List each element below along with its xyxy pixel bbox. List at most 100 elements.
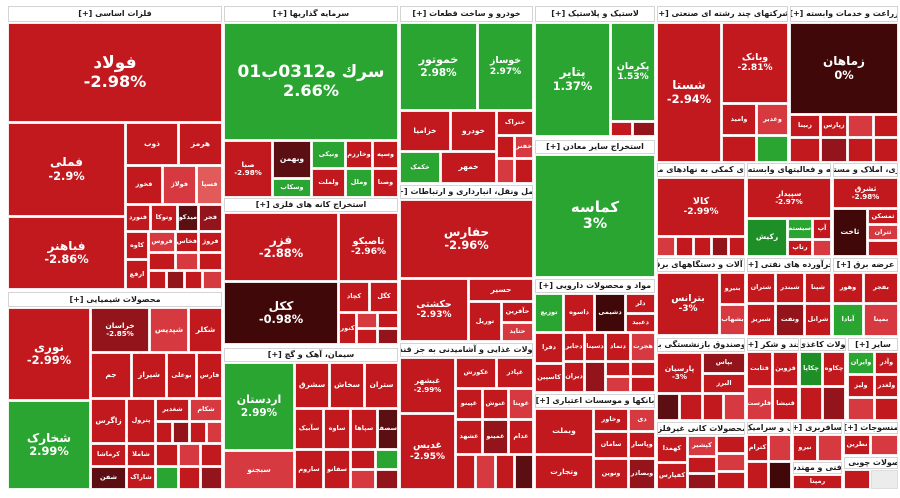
sector-header[interactable]: رایانه و فعالیتهای وابسته [+] [747, 163, 831, 177]
stock-tile[interactable]: غپینو [456, 389, 482, 419]
stock-tile[interactable]: شکلر [189, 308, 222, 352]
stock-tile[interactable]: بنیرو [720, 273, 745, 304]
stock-tile[interactable]: زپارس [821, 115, 847, 137]
sector-header[interactable]: محصولات چوبی [+] [844, 457, 898, 469]
stock-tile[interactable]: غویتا [509, 389, 533, 419]
stock-tile[interactable]: وبهمن [273, 141, 311, 178]
stock-tile[interactable]: بوعلی [167, 353, 196, 398]
stock-tile[interactable] [871, 470, 898, 489]
stock-tile[interactable]: فسپا [197, 166, 222, 204]
stock-tile[interactable]: وسپه [373, 141, 398, 168]
stock-tile[interactable]: دعبید [626, 314, 655, 332]
stock-tile[interactable]: کماسه 3% [535, 155, 655, 277]
stock-tile[interactable]: نیرو [793, 435, 817, 461]
sector-header[interactable]: محصولات شیمیایی [+] [8, 292, 222, 307]
stock-tile[interactable]: وملل [346, 169, 372, 197]
stock-tile[interactable] [156, 444, 178, 466]
stock-tile[interactable] [631, 362, 655, 376]
stock-tile[interactable]: سامان [594, 432, 628, 458]
stock-tile[interactable] [207, 422, 222, 443]
stock-tile[interactable] [717, 472, 745, 489]
sector-header[interactable]: قند و شکر [+] [747, 338, 799, 351]
stock-tile[interactable]: وبملت [535, 409, 593, 454]
sector-header[interactable]: سایر [+] [848, 338, 898, 351]
stock-tile[interactable]: غکورش [456, 358, 496, 388]
sector-header[interactable]: سایر محصولات کانی غیرفلزی [+] [657, 422, 745, 435]
stock-tile[interactable] [874, 115, 898, 137]
stock-tile[interactable] [179, 467, 200, 489]
stock-tile[interactable]: خراسان -2.85% [91, 308, 149, 352]
stock-tile[interactable] [821, 138, 847, 162]
stock-tile[interactable]: کالا -2.99% [657, 178, 745, 236]
stock-tile[interactable] [722, 136, 756, 162]
stock-tile[interactable]: توزیع [535, 294, 563, 332]
stock-tile[interactable]: کاوه [126, 232, 148, 259]
stock-tile[interactable] [606, 377, 630, 392]
stock-tile[interactable]: زبینا [790, 115, 820, 137]
stock-tile[interactable]: ولیز [848, 375, 874, 397]
stock-tile[interactable]: چکاوه [823, 352, 845, 386]
stock-tile[interactable]: وتجارت [535, 455, 593, 489]
stock-tile[interactable]: رکیش [747, 219, 787, 256]
sector-header[interactable]: استخراج کانه های فلزی [+] [224, 198, 398, 212]
sector-header[interactable]: خدمات فنی و مهندسی [+] [793, 462, 842, 474]
stock-tile[interactable]: حسیر [469, 279, 533, 301]
stock-tile[interactable] [790, 138, 820, 162]
stock-tile[interactable]: شاملا [127, 444, 155, 466]
sector-header[interactable]: سیمان، آهک و گچ [+] [224, 348, 398, 362]
sector-header[interactable]: عرضه برق [+] [833, 258, 898, 272]
stock-tile[interactable]: صبا -2.98% [224, 141, 272, 197]
stock-tile[interactable]: دفرا [535, 333, 563, 363]
stock-tile[interactable]: ککل -0.98% [224, 282, 338, 344]
stock-tile[interactable]: فجر [199, 205, 222, 231]
stock-tile[interactable] [712, 237, 728, 256]
stock-tile[interactable] [688, 474, 716, 489]
stock-tile[interactable] [848, 398, 874, 420]
stock-tile[interactable]: ونیکی [312, 141, 345, 168]
stock-tile[interactable] [515, 159, 533, 183]
stock-tile[interactable]: ذوب [126, 123, 178, 165]
stock-tile[interactable]: پترول [127, 399, 155, 443]
stock-tile[interactable] [844, 470, 870, 489]
stock-tile[interactable]: سفانو [324, 450, 350, 489]
stock-tile[interactable]: ثمسکن [868, 209, 898, 224]
stock-tile[interactable] [185, 271, 202, 289]
stock-tile[interactable]: وسکاب [273, 179, 311, 197]
sector-header[interactable]: فعالیتهای کمکی به نهادهای مالی [+] [657, 163, 745, 177]
stock-tile[interactable]: ونفت [776, 304, 804, 336]
stock-tile[interactable] [201, 467, 222, 489]
stock-tile[interactable]: سآبیک [295, 409, 323, 449]
stock-tile[interactable] [848, 138, 873, 162]
stock-tile[interactable]: وتوکا [151, 205, 177, 231]
stock-tile[interactable]: هجرت [631, 333, 655, 361]
stock-tile[interactable] [823, 387, 845, 420]
stock-tile[interactable] [378, 329, 398, 344]
stock-tile[interactable]: ثاخت [833, 209, 867, 256]
stock-tile[interactable] [456, 455, 475, 489]
stock-tile[interactable] [378, 313, 398, 328]
stock-tile[interactable] [757, 136, 788, 162]
stock-tile[interactable]: ختراک [497, 111, 533, 135]
stock-tile[interactable] [497, 159, 514, 183]
stock-tile[interactable] [606, 362, 630, 376]
stock-tile[interactable] [376, 450, 398, 469]
stock-tile[interactable]: فخوز [126, 166, 162, 204]
stock-tile[interactable]: وامید [722, 104, 756, 135]
stock-tile[interactable]: سبجنو [224, 451, 294, 489]
sector-header[interactable]: محصولات کاغذی [+] [800, 338, 846, 351]
stock-tile[interactable]: خفنر [515, 136, 533, 158]
stock-tile[interactable]: شیراز [132, 353, 166, 398]
stock-tile[interactable]: بشهاب [720, 305, 745, 335]
stock-tile[interactable] [657, 394, 679, 420]
stock-tile[interactable]: دتماد [606, 333, 630, 361]
stock-tile[interactable] [703, 394, 723, 420]
stock-tile[interactable] [611, 122, 632, 136]
stock-tile[interactable] [201, 444, 222, 466]
stock-tile[interactable]: غنوش [483, 389, 508, 419]
stock-tile[interactable] [769, 435, 791, 461]
sector-header[interactable]: فرآورده های نفتی [+] [747, 258, 831, 272]
stock-tile[interactable]: میدکو [178, 205, 198, 231]
stock-tile[interactable] [156, 422, 172, 443]
stock-tile[interactable]: غپاذر [497, 358, 533, 388]
stock-tile[interactable] [357, 329, 377, 344]
